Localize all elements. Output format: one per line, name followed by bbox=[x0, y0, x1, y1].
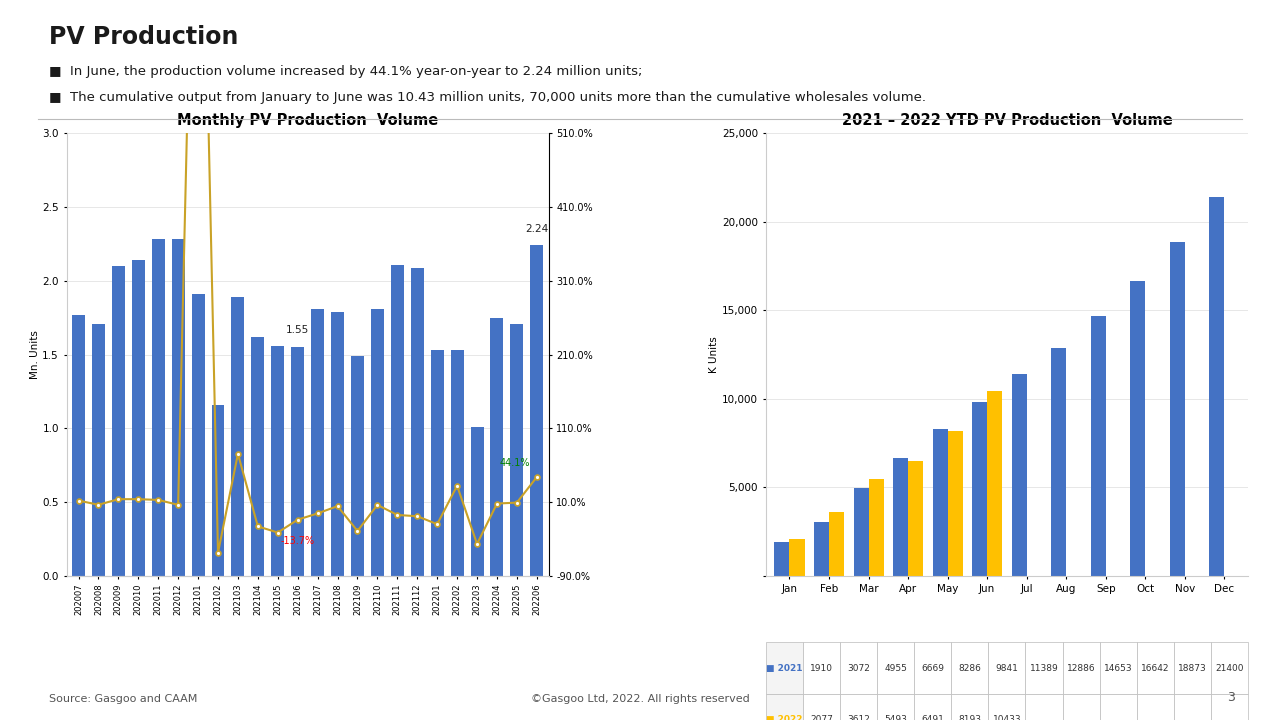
Bar bbox=[1170, 242, 1185, 576]
Bar bbox=[311, 309, 324, 576]
Bar bbox=[232, 297, 244, 576]
Bar bbox=[511, 323, 524, 576]
Bar bbox=[933, 429, 947, 576]
Bar bbox=[411, 268, 424, 576]
Bar bbox=[774, 542, 790, 576]
Bar bbox=[947, 431, 963, 576]
Title: 2021 – 2022 YTD PV Production  Volume: 2021 – 2022 YTD PV Production Volume bbox=[841, 113, 1172, 128]
Bar bbox=[908, 461, 923, 576]
Bar bbox=[390, 264, 403, 576]
Bar bbox=[869, 479, 883, 576]
Bar bbox=[211, 405, 224, 576]
Bar bbox=[814, 521, 829, 576]
Bar bbox=[292, 347, 305, 576]
Bar bbox=[72, 315, 84, 576]
Y-axis label: K Units: K Units bbox=[709, 336, 719, 373]
Bar bbox=[451, 350, 463, 576]
Text: PV Production: PV Production bbox=[49, 25, 238, 49]
Bar bbox=[430, 350, 444, 576]
Bar bbox=[371, 309, 384, 576]
Bar bbox=[192, 294, 205, 576]
Bar bbox=[1051, 348, 1066, 576]
Bar bbox=[132, 260, 145, 576]
Bar bbox=[530, 246, 543, 576]
Bar bbox=[1091, 317, 1106, 576]
Text: Source: Gasgoo and CAAM: Source: Gasgoo and CAAM bbox=[49, 694, 197, 704]
Text: ■  In June, the production volume increased by 44.1% year-on-year to 2.24 millio: ■ In June, the production volume increas… bbox=[49, 65, 643, 78]
Text: ■  The cumulative output from January to June was 10.43 million units, 70,000 un: ■ The cumulative output from January to … bbox=[49, 91, 925, 104]
Text: ©Gasgoo Ltd, 2022. All rights reserved: ©Gasgoo Ltd, 2022. All rights reserved bbox=[531, 694, 749, 704]
Title: Monthly PV Production  Volume: Monthly PV Production Volume bbox=[177, 113, 438, 128]
Bar bbox=[987, 391, 1002, 576]
Bar bbox=[490, 318, 503, 576]
Text: 44.1%: 44.1% bbox=[499, 458, 530, 468]
Text: 1.55: 1.55 bbox=[287, 325, 310, 336]
Text: -13.7%: -13.7% bbox=[280, 536, 315, 546]
Bar bbox=[271, 346, 284, 576]
Bar bbox=[351, 356, 364, 576]
Bar bbox=[152, 240, 165, 576]
Bar bbox=[471, 427, 484, 576]
Bar bbox=[1210, 197, 1224, 576]
Bar bbox=[1011, 374, 1027, 576]
Text: 2.24: 2.24 bbox=[525, 224, 548, 233]
Bar bbox=[172, 240, 184, 576]
Bar bbox=[111, 266, 125, 576]
Text: 3: 3 bbox=[1228, 691, 1235, 704]
Bar bbox=[332, 312, 344, 576]
Bar bbox=[829, 512, 844, 576]
Bar bbox=[854, 488, 869, 576]
Y-axis label: Mn. Units: Mn. Units bbox=[29, 330, 40, 379]
Bar bbox=[790, 539, 805, 576]
Bar bbox=[893, 458, 908, 576]
Bar bbox=[92, 323, 105, 576]
Bar bbox=[972, 402, 987, 576]
Bar bbox=[251, 337, 265, 576]
Bar bbox=[1130, 282, 1146, 576]
